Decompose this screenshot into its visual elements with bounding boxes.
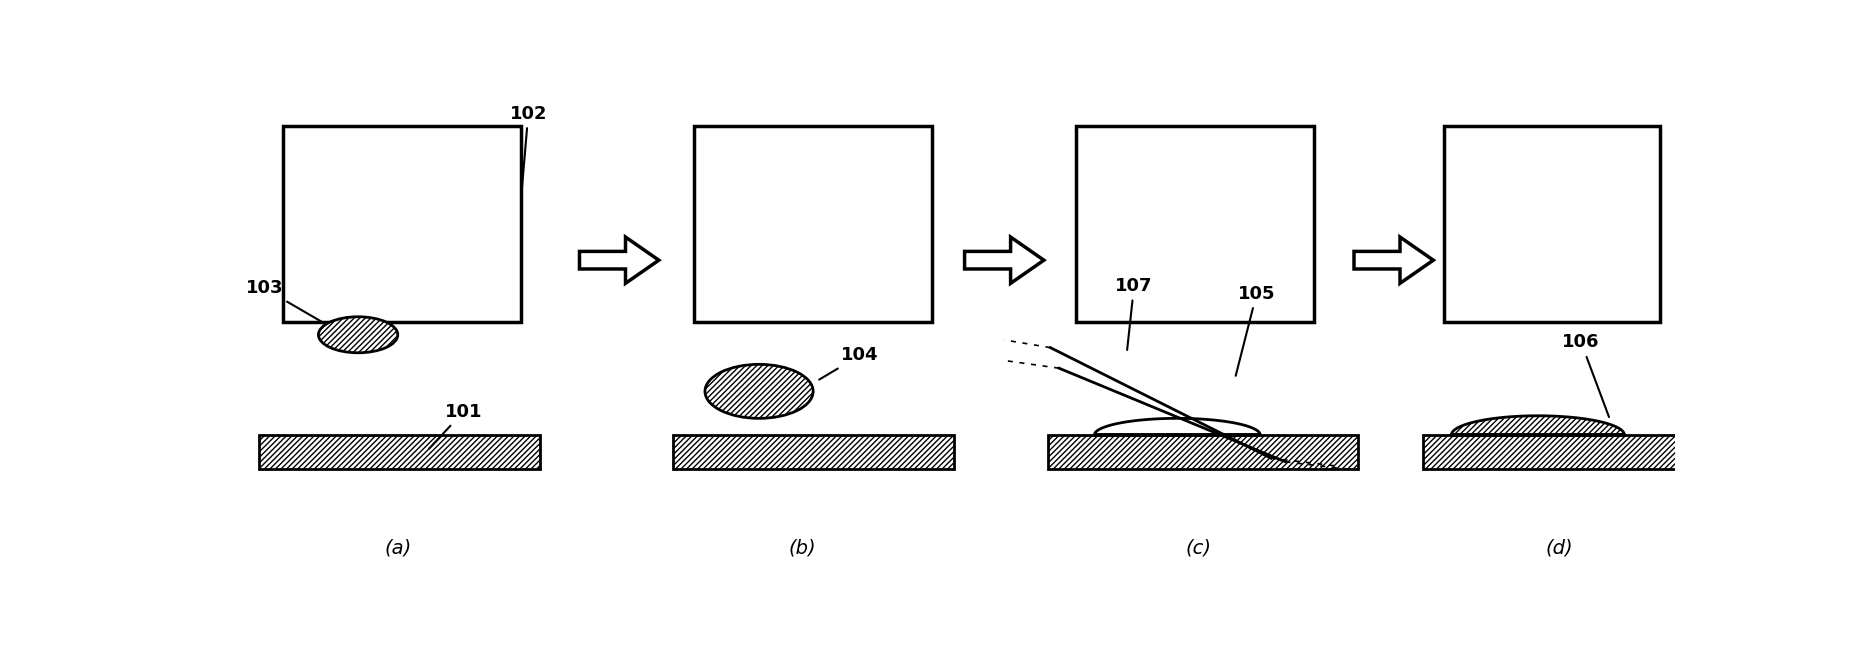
- Bar: [1444, 126, 1660, 322]
- Text: 105: 105: [1236, 285, 1275, 376]
- Text: (d): (d): [1546, 538, 1573, 558]
- Bar: [1422, 435, 1705, 468]
- Bar: [283, 126, 521, 322]
- Text: (c): (c): [1185, 538, 1212, 558]
- Ellipse shape: [705, 364, 813, 418]
- Bar: [672, 435, 955, 468]
- Bar: [1422, 435, 1705, 468]
- Text: 107: 107: [1115, 277, 1152, 350]
- Polygon shape: [964, 237, 1044, 283]
- Text: 104: 104: [819, 346, 878, 379]
- Text: 101: 101: [430, 403, 482, 448]
- Bar: [1048, 435, 1357, 468]
- Text: (a): (a): [385, 538, 411, 558]
- Bar: [694, 126, 932, 322]
- Ellipse shape: [318, 317, 398, 353]
- Polygon shape: [1094, 418, 1260, 435]
- Bar: [1048, 435, 1357, 468]
- Text: 106: 106: [1563, 333, 1610, 417]
- Bar: [1076, 126, 1314, 322]
- Polygon shape: [1452, 415, 1625, 435]
- Bar: [259, 435, 540, 468]
- Text: 102: 102: [510, 105, 547, 196]
- Text: (b): (b): [789, 538, 817, 558]
- Bar: [672, 435, 955, 468]
- Polygon shape: [579, 237, 659, 283]
- Polygon shape: [1355, 237, 1433, 283]
- Text: 103: 103: [246, 279, 324, 323]
- Bar: [259, 435, 540, 468]
